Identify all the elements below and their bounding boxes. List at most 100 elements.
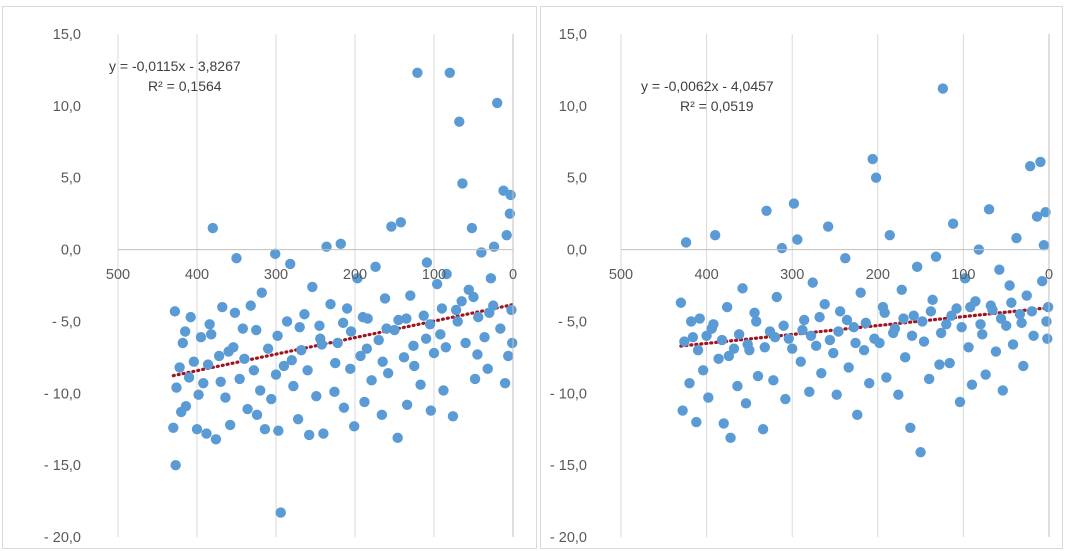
data-point (505, 189, 516, 201)
data-point (1036, 275, 1048, 287)
data-point (905, 422, 916, 433)
data-point (450, 304, 462, 316)
data-point (330, 357, 341, 369)
data-point (415, 379, 426, 390)
data-point (405, 290, 416, 301)
data-point (944, 357, 955, 369)
data-point (329, 386, 340, 398)
data-point (286, 355, 297, 366)
data-point (376, 409, 388, 421)
data-point (977, 329, 988, 340)
data-point (412, 67, 423, 79)
data-point (1011, 232, 1022, 244)
data-point (899, 352, 911, 363)
x-axis (621, 34, 1050, 537)
data-point (716, 334, 728, 346)
data-point (392, 432, 403, 444)
data-point (188, 356, 200, 367)
data-point (332, 337, 343, 349)
data-point (713, 353, 724, 364)
tick-labels: 15,0 10,0 5,0 0,0 - 5,0 - 10,0 - 15,0 - 20,0 500… (44, 27, 517, 546)
data-point (749, 307, 760, 319)
data-point (721, 301, 733, 313)
data-point (168, 422, 179, 433)
data-point (959, 273, 971, 284)
tick-labels: 15,0 10,0 5,0 0,0 - 5,0 - 10,0 - 15,0 - 20,0 500… (550, 27, 1053, 546)
data-point (409, 360, 420, 372)
data-point (917, 316, 928, 327)
r-squared-label: R² = 0,1564 (148, 78, 222, 94)
data-point (824, 334, 836, 346)
data-point (213, 350, 225, 362)
data-point (193, 389, 204, 400)
y-tick-label: 5,0 (567, 171, 587, 187)
data-point (183, 372, 195, 383)
data-point (1041, 316, 1052, 327)
data-point (1035, 156, 1046, 168)
data-point (951, 303, 962, 314)
data-point (504, 208, 516, 219)
data-point (479, 332, 490, 343)
data-point (355, 350, 366, 362)
data-point (370, 261, 381, 273)
x-tick-label: 300 (780, 267, 804, 283)
data-point (841, 314, 853, 326)
data-point (852, 409, 863, 421)
data-point (270, 248, 281, 260)
data-point (435, 329, 446, 340)
data-point (783, 333, 794, 344)
left-chart-panel: 15,0 10,0 5,0 0,0 - 5,0 - 10,0 - 15,0 - 20,0 500… (2, 6, 537, 549)
data-point (828, 347, 839, 359)
data-point (701, 330, 712, 341)
data-point (401, 313, 412, 324)
data-point (468, 291, 479, 303)
data-point (307, 281, 318, 293)
data-point (506, 304, 517, 316)
data-point (473, 311, 484, 323)
data-point (207, 222, 218, 234)
y-tick-label: - 15,0 (550, 458, 587, 474)
y-tick-label: - 10,0 (550, 386, 587, 402)
data-point (692, 344, 704, 356)
data-point (171, 382, 182, 393)
data-point (833, 326, 844, 337)
y-tick-label: 10,0 (559, 99, 587, 115)
data-point (1018, 360, 1029, 372)
data-point (395, 217, 407, 228)
data-point (685, 316, 697, 327)
data-point (447, 411, 459, 422)
data-point (769, 332, 781, 343)
data-point (256, 287, 267, 298)
data-point (303, 429, 315, 441)
data-point (860, 317, 872, 329)
data-point (245, 300, 256, 311)
data-point (460, 337, 471, 349)
points-layer (168, 67, 518, 518)
data-point (792, 234, 803, 245)
data-point (1021, 290, 1032, 301)
x-tick-label: 200 (866, 267, 890, 283)
data-point (935, 327, 947, 339)
data-point (266, 393, 277, 405)
data-point (761, 205, 772, 216)
data-point (675, 297, 687, 308)
data-point (708, 319, 719, 330)
data-point (239, 353, 250, 364)
data-point (259, 424, 271, 435)
data-point (169, 306, 181, 317)
data-point (1004, 280, 1015, 291)
data-point (270, 369, 282, 380)
right-chart-svg: 15,0 10,0 5,0 0,0 - 5,0 - 10,0 - 15,0 - 20,0 500… (550, 27, 1054, 546)
data-point (179, 326, 191, 337)
data-point (281, 316, 293, 327)
data-point (983, 204, 995, 215)
data-point (879, 307, 890, 319)
data-point (299, 309, 310, 320)
left-chart-svg: 15,0 10,0 5,0 0,0 - 5,0 - 10,0 - 15,0 - 20,0 500… (44, 27, 518, 546)
y-tick-label: - 20,0 (550, 530, 587, 546)
data-point (893, 389, 904, 400)
data-point (373, 334, 384, 346)
data-point (485, 273, 497, 284)
data-point (408, 340, 419, 352)
data-point (1026, 306, 1038, 317)
